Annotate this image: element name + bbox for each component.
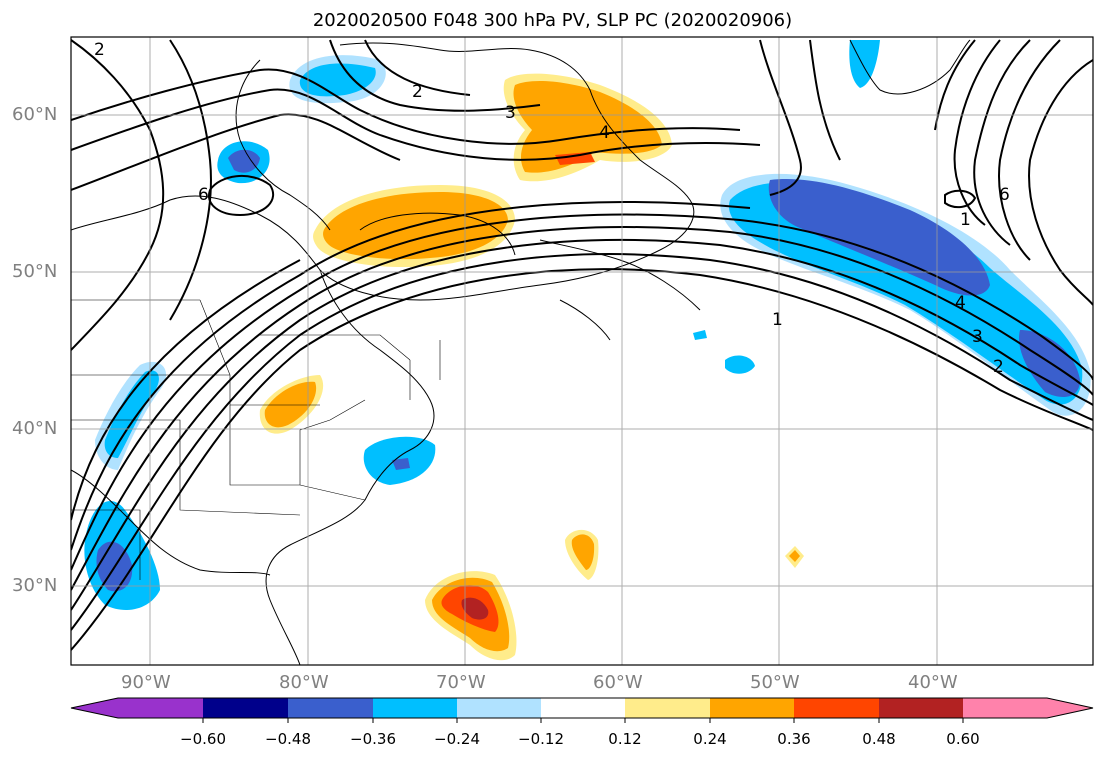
colorbar-extend-low (71, 698, 118, 718)
contour-label: 1 (960, 210, 971, 230)
colorbar-tick-label: −0.36 (350, 730, 396, 748)
colorbar (70, 697, 1094, 723)
colorbar-tick-label: −0.60 (180, 730, 226, 748)
map-frame (70, 36, 1094, 666)
colorbar-bin (625, 698, 710, 718)
colorbar-tick-label: 0.24 (693, 730, 727, 748)
colorbar-bin (541, 698, 625, 718)
colorbar-bin (203, 698, 288, 718)
contour-label: 4 (955, 293, 966, 313)
contour-label: 4 (599, 123, 610, 143)
map-title: 2020020500 F048 300 hPa PV, SLP PC (2020… (312, 10, 793, 31)
lon-label-50w: 50°W (750, 672, 800, 693)
colorbar-tick-label: 0.48 (862, 730, 896, 748)
gridlines (71, 37, 1093, 665)
contour-label: 3 (972, 327, 983, 347)
contour-label: 2 (993, 357, 1004, 377)
colorbar-tick-label: −0.48 (265, 730, 311, 748)
lon-label-80w: 80°W (279, 672, 329, 693)
lat-label-60n: 60°N (12, 104, 58, 125)
colorbar-tick-label: 0.12 (608, 730, 642, 748)
colorbar-bin (963, 698, 1047, 718)
colorbar-bin (794, 698, 879, 718)
colorbar-bin (710, 698, 794, 718)
lat-label-50n: 50°N (12, 261, 58, 282)
contour-label: 6 (999, 185, 1010, 205)
contour-label: 1 (772, 310, 783, 330)
contour-label: 3 (505, 103, 516, 123)
contour-label: 2 (412, 82, 423, 102)
colorbar-bin (118, 698, 203, 718)
lon-label-70w: 70°W (436, 672, 486, 693)
colorbar-tick-label: −0.12 (518, 730, 564, 748)
colorbar-tick-label: −0.24 (434, 730, 480, 748)
lon-label-90w: 90°W (121, 672, 171, 693)
colorbar-tick-label: 0.60 (946, 730, 980, 748)
lon-label-40w: 40°W (908, 672, 958, 693)
contour-label: 6 (198, 185, 209, 205)
contour-label: 2 (94, 40, 105, 60)
lat-label-40n: 40°N (12, 418, 58, 439)
slp-contours (71, 39, 1093, 651)
pv-anomaly-fill (84, 40, 1091, 661)
colorbar-bin (457, 698, 541, 718)
lon-label-60w: 60°W (593, 672, 643, 693)
colorbar-tick-label: 0.36 (777, 730, 811, 748)
colorbar-bin (879, 698, 963, 718)
map-plot-area: 2 3 4 1 4 3 2 6 1 6 2 (71, 37, 1093, 665)
colorbar-bin (373, 698, 457, 718)
lat-label-30n: 30°N (12, 575, 58, 596)
colorbar-extend-high (1047, 698, 1093, 718)
colorbar-bin (288, 698, 373, 718)
